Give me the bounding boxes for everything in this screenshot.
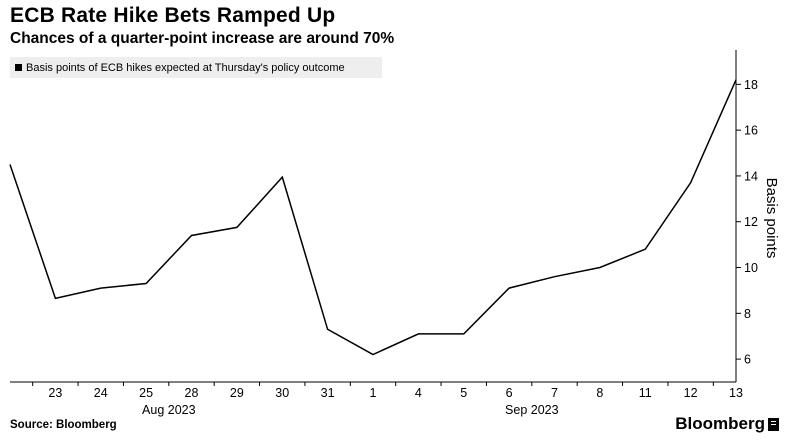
y-tick-label: 6 xyxy=(744,353,751,367)
x-tick-label: 25 xyxy=(139,386,153,400)
series-line xyxy=(9,79,737,356)
y-tick-label: 14 xyxy=(744,169,758,183)
source-note: Source: Bloomberg xyxy=(10,419,117,431)
x-tick-label: 5 xyxy=(460,386,467,400)
chart-title: ECB Rate Hike Bets Ramped Up xyxy=(10,4,336,27)
x-tick-label: 4 xyxy=(415,386,422,400)
x-tick-label: 31 xyxy=(321,386,335,400)
x-tick-label: 29 xyxy=(230,386,244,400)
x-tick-label: 8 xyxy=(596,386,603,400)
x-tick-label: 30 xyxy=(275,386,289,400)
bloomberg-terminal-icon xyxy=(768,417,779,431)
x-group-label: Sep 2023 xyxy=(505,403,559,417)
brand-name: Bloomberg xyxy=(675,414,765,433)
x-tick-label: 11 xyxy=(639,386,652,400)
x-group-label: Aug 2023 xyxy=(142,403,196,417)
legend-label: Basis points of ECB hikes expected at Th… xyxy=(26,61,345,74)
x-tick-label: 13 xyxy=(729,386,743,400)
legend-swatch xyxy=(15,64,22,71)
y-axis-title: Basis points xyxy=(763,178,780,259)
x-tick-label: 12 xyxy=(684,386,698,400)
x-tick-label: 1 xyxy=(370,386,377,400)
x-tick-label: 23 xyxy=(48,386,62,400)
chart-legend: Basis points of ECB hikes expected at Th… xyxy=(10,57,382,78)
y-tick-label: 10 xyxy=(744,261,758,275)
y-tick-label: 12 xyxy=(744,215,758,229)
x-tick-label: 24 xyxy=(94,386,108,400)
brand-logo: Bloomberg xyxy=(675,414,779,434)
chart-subtitle: Chances of a quarter-point increase are … xyxy=(10,30,395,47)
x-tick-label: 7 xyxy=(551,386,558,400)
y-tick-label: 8 xyxy=(744,307,751,321)
y-tick-label: 16 xyxy=(744,124,758,138)
x-tick-label: 28 xyxy=(185,386,199,400)
y-tick-label: 18 xyxy=(744,78,758,92)
x-tick-label: 6 xyxy=(506,386,513,400)
